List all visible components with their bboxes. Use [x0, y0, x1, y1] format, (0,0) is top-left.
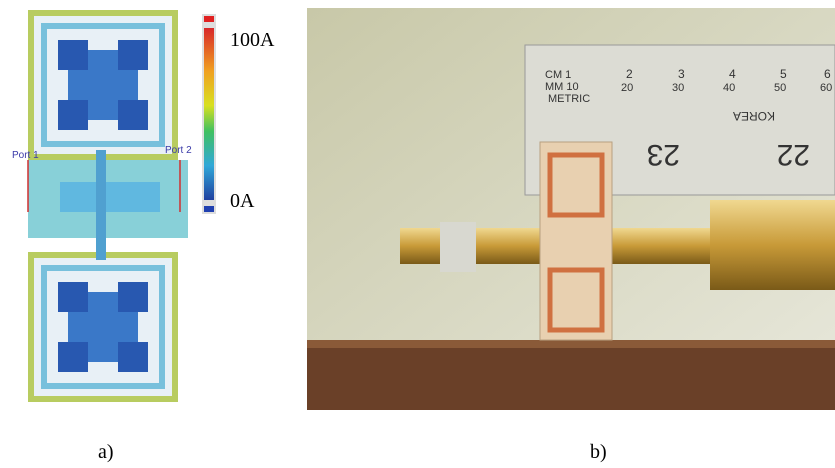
port-label: Port 2 — [165, 145, 192, 156]
ruler-mm: 30 — [672, 82, 684, 94]
ruler-mm: 50 — [774, 82, 786, 94]
colorbar-max: 100A — [230, 29, 275, 51]
colorbar-over — [204, 16, 214, 22]
wood-strip — [307, 340, 835, 410]
ruler-cm: 4 — [729, 67, 736, 81]
coupling-core — [60, 182, 160, 212]
ruler-label: METRIC — [548, 93, 590, 105]
colorbar — [204, 28, 214, 200]
ruler-mm: 20 — [621, 82, 633, 94]
panel-b: CM 1 MM 10 METRIC 2 3 4 5 6 20 30 40 50 … — [307, 8, 835, 463]
caption: b) — [590, 441, 607, 463]
adapter — [710, 200, 835, 290]
ruler — [524, 44, 835, 196]
pcb-resonator — [547, 152, 605, 218]
ruler-cm: 3 — [678, 67, 685, 81]
colorbar-under — [204, 206, 214, 212]
ruler-brand: KOREA — [733, 109, 775, 123]
feed — [96, 150, 106, 260]
wood-edge — [307, 340, 835, 348]
ruler-cm: 6 — [824, 67, 831, 81]
ruler-label: CM 1 — [545, 69, 571, 81]
ruler-mm: 40 — [723, 82, 735, 94]
ruler-inch: 22 — [777, 138, 810, 171]
ruler-inch: 23 — [647, 138, 680, 171]
ruler-mm: 60 — [820, 82, 832, 94]
ruler-label: MM 10 — [545, 81, 579, 93]
caption: a) — [98, 441, 114, 463]
ruler-cm: 2 — [626, 67, 633, 81]
pcb-resonator — [547, 267, 605, 333]
port-label: Port 1 — [12, 150, 39, 161]
resonator-bottom — [31, 255, 175, 399]
colorbar-min: 0A — [230, 190, 255, 212]
resonator-top — [31, 13, 175, 157]
panel-a: Port 1 Port 2 100A 0A a) — [12, 13, 275, 463]
ruler-cm: 5 — [780, 67, 787, 81]
connector-right — [610, 228, 720, 264]
nut — [440, 222, 476, 272]
